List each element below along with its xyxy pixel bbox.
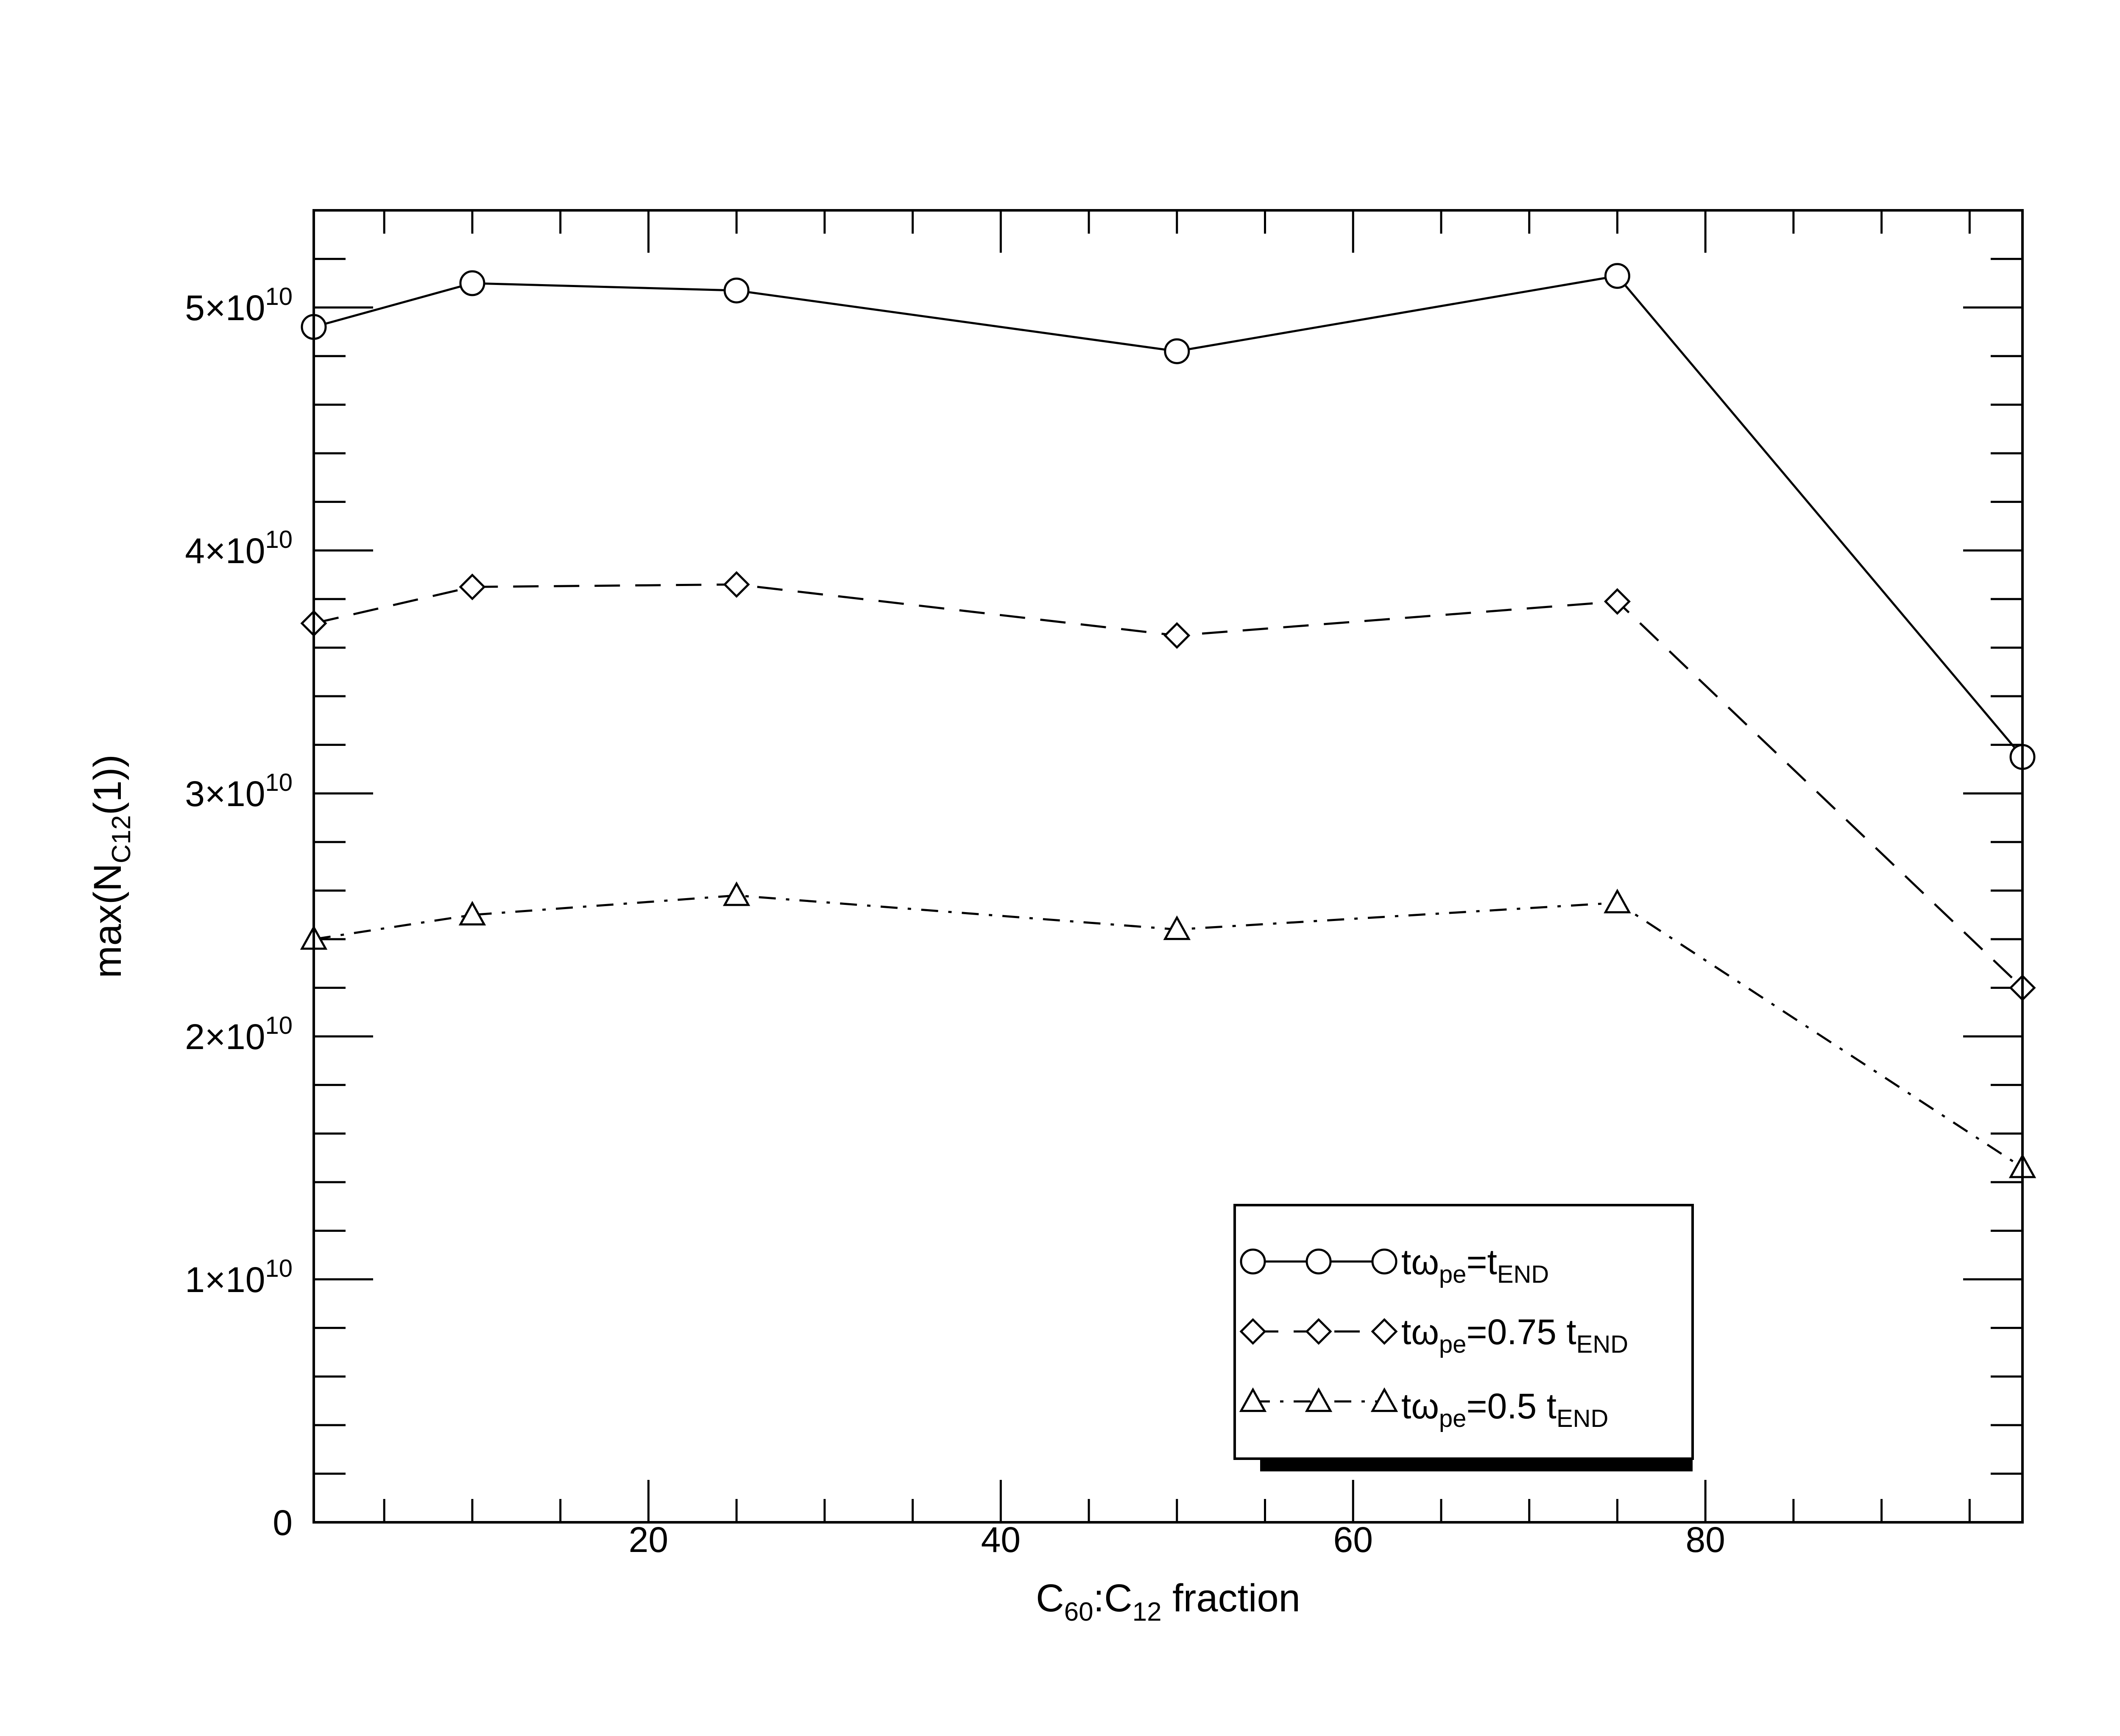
x-tick-label: 40 xyxy=(981,1520,1021,1560)
data-point-circle xyxy=(1604,263,1630,289)
data-point-triangle xyxy=(722,881,750,906)
x-tick-label: 60 xyxy=(1333,1520,1373,1560)
y-tick-label: 1×1010 xyxy=(185,1255,293,1300)
data-point-diamond xyxy=(459,573,486,600)
y-tick-label: 4×1010 xyxy=(185,526,293,571)
y-tick-label: 3×1010 xyxy=(185,769,293,814)
legend-samples xyxy=(1239,1248,1398,1412)
data-point-triangle xyxy=(1604,888,1631,913)
legend-marker-circle xyxy=(1371,1248,1398,1275)
y-tick-label: 2×1010 xyxy=(185,1012,293,1057)
data-point-circle xyxy=(459,270,485,296)
legend-marker-triangle xyxy=(1370,1387,1398,1412)
legend-label-diamond: tωpe=0.75 tEND xyxy=(1401,1312,1628,1358)
x-tick-label: 80 xyxy=(1685,1520,1725,1560)
x-axis-label: C60:C12 fraction xyxy=(1036,1577,1300,1627)
legend: tωpe=tEND tωpe=0.75 tEND tωpe=0.5 tEND xyxy=(1233,1204,1694,1471)
data-point-triangle xyxy=(1163,915,1191,940)
y-axis-label: max(NC12(1)) xyxy=(86,754,136,978)
x-tick-label: 20 xyxy=(629,1520,668,1560)
legend-label-circle: tωpe=tEND xyxy=(1401,1242,1549,1288)
data-point-circle xyxy=(723,277,750,304)
legend-label-triangle: tωpe=0.5 tEND xyxy=(1401,1386,1608,1432)
y-tick-label: 5×1010 xyxy=(185,283,293,328)
legend-marker-circle xyxy=(1305,1248,1332,1275)
legend-marker-triangle xyxy=(1239,1387,1267,1412)
legend-marker-triangle xyxy=(1305,1387,1333,1412)
legend-marker-circle xyxy=(1240,1248,1266,1275)
plot-frame xyxy=(312,209,2024,1524)
legend-marker-diamond xyxy=(1239,1318,1266,1345)
data-point-diamond xyxy=(723,571,750,598)
data-point-triangle xyxy=(458,901,486,926)
series-line-diamond xyxy=(313,583,2023,989)
data-point-diamond xyxy=(1604,588,1631,615)
y-tick-label: 0 xyxy=(273,1503,293,1543)
series-circle xyxy=(301,263,2036,770)
series-line-triangle xyxy=(313,894,2023,1169)
tick-labels: 20 40 60 80 0 1×1010 2×1010 3×1010 4×1010 5×1010 xyxy=(185,283,1725,1560)
series-line-circle xyxy=(313,274,2023,758)
legend-marker-diamond xyxy=(1305,1318,1332,1345)
data-point-circle xyxy=(1164,338,1190,364)
legend-marker-diamond xyxy=(1371,1318,1398,1345)
series-layer xyxy=(300,263,2036,1178)
data-point-diamond xyxy=(1163,622,1191,649)
